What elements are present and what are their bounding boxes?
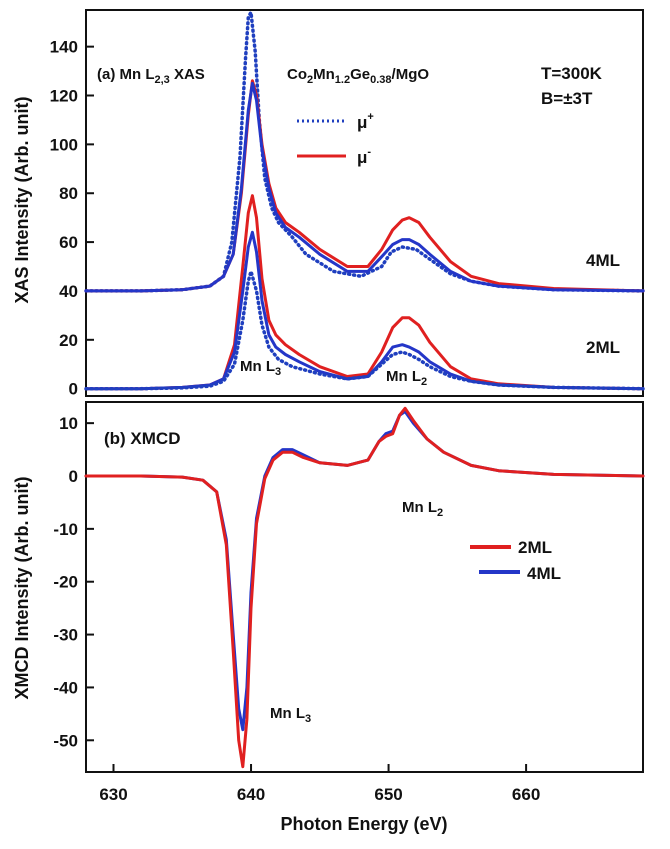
y-tick-label: 140 — [50, 38, 78, 57]
panel-b-frame — [85, 401, 644, 773]
y-tick-label: 60 — [59, 233, 78, 252]
label-mn-l2-b: Mn L2 — [402, 499, 443, 519]
x-tick-label: 640 — [237, 785, 265, 804]
panel-b-title: (b) XMCD — [104, 429, 180, 448]
y-tick-label: 40 — [59, 282, 78, 301]
y-tick-label: 20 — [59, 331, 78, 350]
panel-a-y-ticks: 0 20 40 60 80 100 120 140 — [50, 38, 94, 399]
y-tick-label: -20 — [53, 573, 78, 592]
series-line-b-1 — [84, 406, 645, 769]
label-4ml: 4ML — [586, 251, 620, 270]
panel-a-series — [84, 10, 645, 391]
x-tick-label: 650 — [374, 785, 402, 804]
y-tick-label: -40 — [53, 678, 78, 697]
y-tick-label: 80 — [59, 184, 78, 203]
y-tick-label: 100 — [50, 135, 78, 154]
panel-b-x-axis-title: Photon Energy (eV) — [280, 814, 447, 834]
panel-b-x-ticks: 630 640 650 660 — [99, 764, 540, 804]
sample-label: Co2Mn1.2Ge0.38/MgO — [287, 66, 429, 86]
x-tick-label: 630 — [99, 785, 127, 804]
panel-b-legend: 2ML 4ML — [470, 538, 561, 583]
panel-b-xmcd: 10 0 -10 -20 -30 -40 -50 630 640 650 660 XMCD Int… — [12, 401, 645, 834]
panel-a-frame — [85, 9, 644, 397]
label-mn-l2-a: Mn L2 — [386, 368, 427, 388]
panel-b-y-axis-title: XMCD Intensity (Arb. unit) — [12, 477, 32, 700]
y-tick-label: 10 — [59, 414, 78, 433]
panel-a-y-axis-title: XAS Intensity (Arb. unit) — [12, 96, 32, 303]
y-tick-label: 0 — [69, 467, 78, 486]
panel-a-legend: μ+ μ- — [297, 111, 374, 167]
x-tick-label: 660 — [512, 785, 540, 804]
y-tick-label: -10 — [53, 520, 78, 539]
y-tick-label: 120 — [50, 87, 78, 106]
label-2ml: 2ML — [586, 338, 620, 357]
series-line-a-0 — [84, 10, 645, 293]
label-mn-l3-b: Mn L3 — [270, 705, 311, 725]
legend-mu-plus-label: μ+ — [357, 111, 374, 132]
y-tick-label: -30 — [53, 626, 78, 645]
label-mn-l3-a: Mn L3 — [240, 358, 281, 378]
panel-b-y-ticks: 10 0 -10 -20 -30 -40 -50 — [53, 414, 94, 750]
panel-a-xas: 0 20 40 60 80 100 120 140 XAS Intensity (Arb. u… — [12, 9, 645, 399]
series-line-a-2 — [84, 81, 645, 293]
legend-4ml-label: 4ML — [527, 564, 561, 583]
legend-2ml-label: 2ML — [518, 538, 552, 557]
y-tick-label: 0 — [69, 380, 78, 399]
panel-a-title: (a) Mn L2,3 XAS — [97, 66, 205, 86]
panel-b-series — [84, 406, 645, 769]
legend-mu-minus-label: μ- — [357, 146, 371, 167]
temperature-label: T=300K — [541, 64, 603, 83]
series-line-a-5 — [84, 269, 645, 391]
y-tick-label: -50 — [53, 731, 78, 750]
field-label: B=±3T — [541, 89, 593, 108]
series-line-a-3 — [84, 194, 645, 391]
series-line-a-4 — [84, 230, 645, 391]
